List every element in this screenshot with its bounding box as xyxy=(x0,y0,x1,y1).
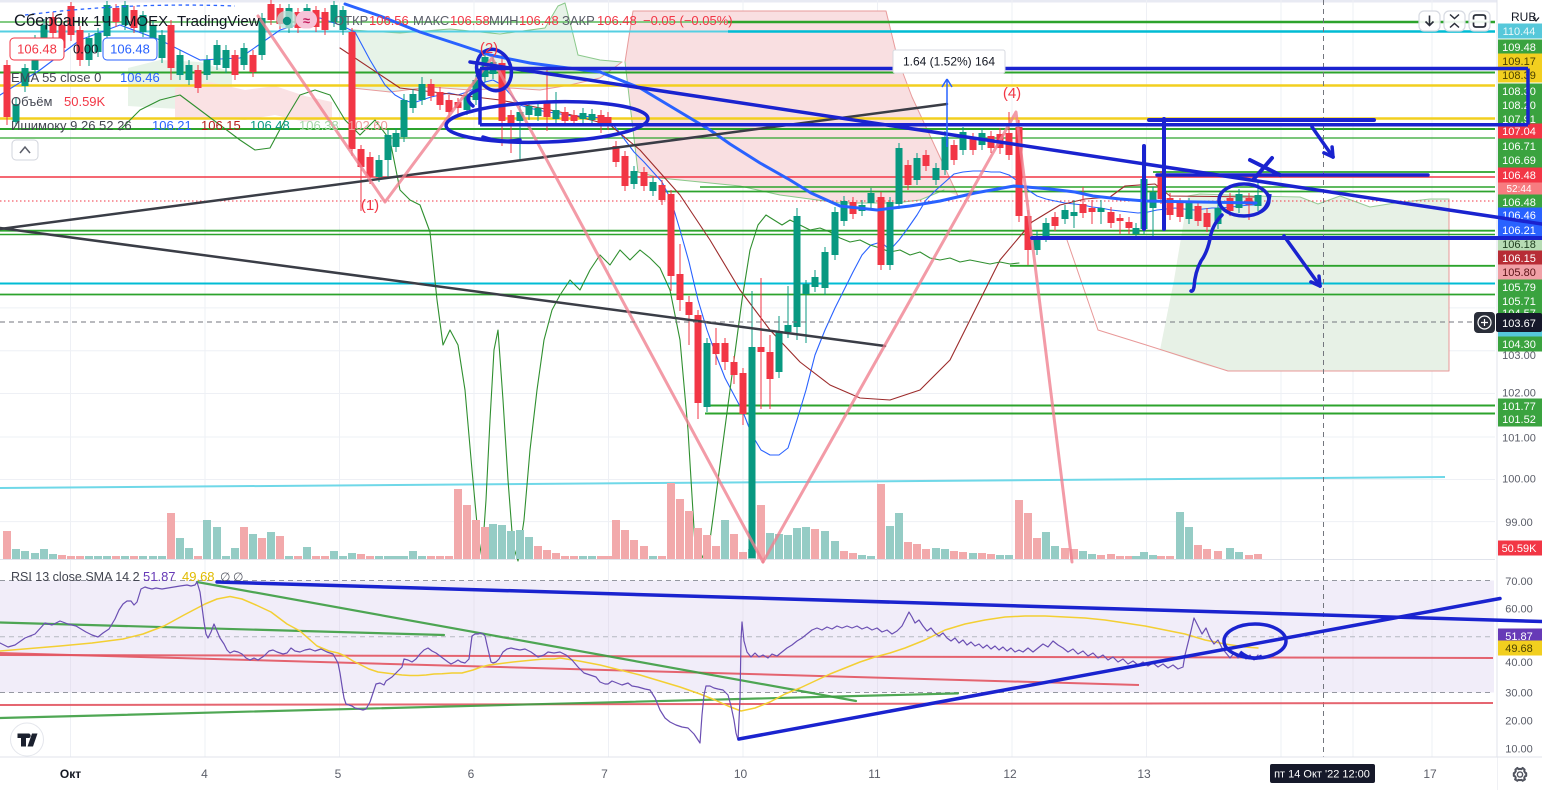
svg-text:106.21: 106.21 xyxy=(152,118,192,133)
svg-text:Ишимоку 9 26 52 26: Ишимоку 9 26 52 26 xyxy=(11,118,132,133)
svg-text:106.56: 106.56 xyxy=(369,13,409,28)
svg-text:52:44: 52:44 xyxy=(1506,184,1531,195)
svg-text:Окт: Окт xyxy=(60,767,81,781)
svg-text:106.58: 106.58 xyxy=(450,13,490,28)
svg-text:106.48: 106.48 xyxy=(1502,170,1536,182)
svg-text:49.68: 49.68 xyxy=(182,569,215,584)
svg-text:102.00: 102.00 xyxy=(1502,388,1536,400)
svg-text:50.59K: 50.59K xyxy=(64,94,106,109)
svg-text:101.00: 101.00 xyxy=(1502,433,1536,445)
svg-text:108.39: 108.39 xyxy=(1502,70,1536,82)
svg-text:ЗАКР: ЗАКР xyxy=(562,13,595,28)
svg-text:101.52: 101.52 xyxy=(1502,414,1536,426)
svg-text:10.00: 10.00 xyxy=(1505,744,1533,756)
svg-text:пт 14 Окт '22 12:00: пт 14 Окт '22 12:00 xyxy=(1274,769,1370,781)
svg-text:106.48: 106.48 xyxy=(519,13,559,28)
svg-text:51.87: 51.87 xyxy=(1505,631,1533,643)
svg-text:106.38: 106.38 xyxy=(299,118,339,133)
svg-text:106.15: 106.15 xyxy=(1502,253,1536,265)
svg-text:∅: ∅ xyxy=(233,570,243,584)
svg-text:50.59K: 50.59K xyxy=(1502,543,1538,555)
svg-text:70.00: 70.00 xyxy=(1505,576,1533,588)
svg-text:101.77: 101.77 xyxy=(1502,401,1536,413)
svg-text:105.79: 105.79 xyxy=(1502,282,1536,294)
svg-text:12: 12 xyxy=(1003,767,1017,781)
svg-text:100.00: 100.00 xyxy=(1502,474,1536,486)
svg-text:МИН: МИН xyxy=(489,13,519,28)
svg-text:99.00: 99.00 xyxy=(1505,517,1533,529)
svg-text:0.00: 0.00 xyxy=(73,42,98,57)
svg-text:ОТКР: ОТКР xyxy=(334,13,368,28)
svg-text:108.20: 108.20 xyxy=(1502,100,1536,112)
svg-text:49.68: 49.68 xyxy=(1505,643,1533,655)
svg-text:60.00: 60.00 xyxy=(1505,604,1533,616)
svg-text:7: 7 xyxy=(601,767,608,781)
svg-text:Сбербанк: Сбербанк xyxy=(14,12,89,30)
svg-text:102.60: 102.60 xyxy=(348,118,388,133)
svg-text:106.46: 106.46 xyxy=(120,70,160,85)
svg-text:105.71: 105.71 xyxy=(1502,296,1536,308)
svg-text:5: 5 xyxy=(335,767,342,781)
svg-text:TradingView: TradingView xyxy=(177,13,260,30)
svg-text:13: 13 xyxy=(1137,767,1151,781)
svg-text:4: 4 xyxy=(201,767,208,781)
svg-text:30.00: 30.00 xyxy=(1505,688,1533,700)
svg-text:(2): (2) xyxy=(480,40,498,57)
svg-text:110.44: 110.44 xyxy=(1503,26,1536,38)
svg-text:МАКС: МАКС xyxy=(413,13,449,28)
svg-text:MOEX: MOEX xyxy=(124,13,168,30)
svg-text:106.48: 106.48 xyxy=(1502,197,1536,209)
svg-text:1Ч: 1Ч xyxy=(93,13,111,30)
svg-text:106.15: 106.15 xyxy=(201,118,241,133)
svg-text:108.30: 108.30 xyxy=(1502,86,1536,98)
svg-text:≈: ≈ xyxy=(303,13,310,28)
svg-text:RUB: RUB xyxy=(1511,10,1536,24)
svg-text:17: 17 xyxy=(1423,767,1437,781)
svg-text:106.18: 106.18 xyxy=(1502,239,1536,251)
svg-text:103.67: 103.67 xyxy=(1502,318,1536,330)
svg-text:106.48: 106.48 xyxy=(17,42,57,57)
svg-text:105.80: 105.80 xyxy=(1502,267,1536,279)
svg-text:106.48: 106.48 xyxy=(597,13,637,28)
svg-text:6: 6 xyxy=(468,767,475,781)
svg-text:Объём: Объём xyxy=(11,94,52,109)
svg-text:109.17: 109.17 xyxy=(1502,56,1536,68)
svg-text:∅: ∅ xyxy=(220,570,230,584)
svg-text:(4): (4) xyxy=(1003,85,1021,102)
svg-text:103.00: 103.00 xyxy=(1502,350,1536,362)
svg-text:−0.05 (−0.05%): −0.05 (−0.05%) xyxy=(643,13,733,28)
svg-text:106.48: 106.48 xyxy=(110,42,150,57)
svg-text:106.71: 106.71 xyxy=(1502,141,1536,153)
svg-text:11: 11 xyxy=(868,767,881,781)
svg-text:106.48: 106.48 xyxy=(250,118,290,133)
svg-text:109.48: 109.48 xyxy=(1502,42,1536,54)
svg-text:10: 10 xyxy=(734,767,748,781)
svg-text:40.00: 40.00 xyxy=(1505,657,1533,669)
svg-text:106.21: 106.21 xyxy=(1502,225,1536,237)
svg-text:(1): (1) xyxy=(361,197,379,214)
svg-text:20.00: 20.00 xyxy=(1505,716,1533,728)
svg-text:EMA 55 close 0: EMA 55 close 0 xyxy=(11,70,101,85)
svg-text:107.04: 107.04 xyxy=(1502,126,1536,138)
svg-text:106.69: 106.69 xyxy=(1502,155,1536,167)
svg-text:104.30: 104.30 xyxy=(1502,339,1536,351)
svg-text:RSI 13 close SMA 14 2: RSI 13 close SMA 14 2 xyxy=(11,570,140,584)
svg-text:51.87: 51.87 xyxy=(143,569,176,584)
svg-text:1.64 (1.52%) 164: 1.64 (1.52%) 164 xyxy=(903,55,995,69)
